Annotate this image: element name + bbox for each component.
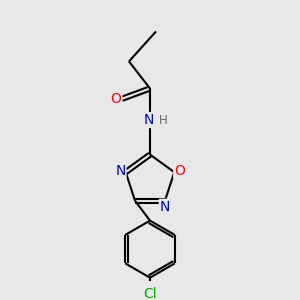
Text: Cl: Cl [143,287,157,300]
Text: N: N [143,113,154,127]
Text: O: O [174,164,185,178]
Text: H: H [158,113,167,127]
Text: N: N [115,164,125,178]
Text: O: O [111,92,122,106]
Text: N: N [160,200,170,214]
